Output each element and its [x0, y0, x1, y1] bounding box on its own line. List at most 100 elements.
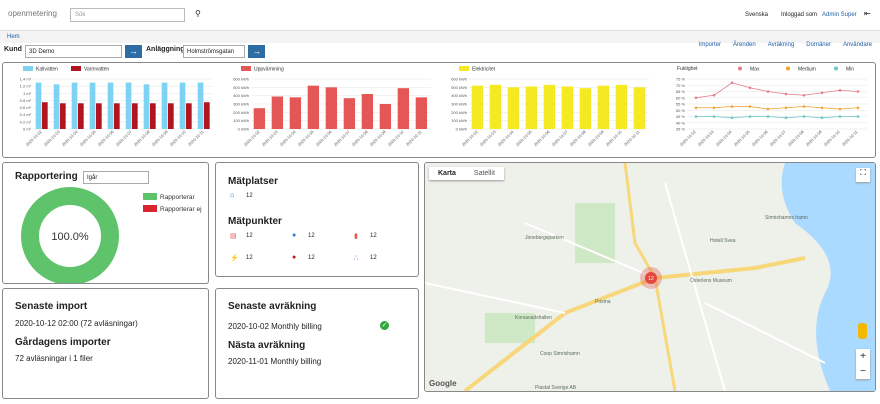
bar: [379, 104, 392, 129]
donut-chart: Rapporterar Rapporterar ej 100.0%: [21, 187, 202, 283]
pegman[interactable]: [858, 323, 867, 339]
menu-item[interactable]: Ärenden: [733, 42, 756, 48]
menu-item[interactable]: Importer: [698, 42, 722, 48]
point: [838, 88, 842, 92]
logo[interactable]: openmetering: [8, 9, 57, 18]
chart-title: Fuktighet: [677, 66, 698, 72]
breadcrumb[interactable]: Hem: [7, 34, 20, 40]
billing-latest: 2020-10-02 Monthly billing: [228, 322, 322, 331]
y-tick-label: 1.2 m³: [20, 84, 32, 89]
fullscreen[interactable]: ⛶: [856, 168, 870, 182]
map-marker[interactable]: [645, 272, 657, 284]
center-label: 100.0%: [51, 231, 89, 243]
bar: [107, 82, 114, 129]
menu: Importer Ärenden Avräkning Domäner Användare: [687, 33, 872, 51]
y-tick-label: 300 kWh: [233, 102, 249, 107]
legend-swatch: [786, 66, 790, 71]
search-box[interactable]: Sök: [70, 8, 185, 22]
map-canvas[interactable]: 12: [425, 163, 875, 391]
x-tick-label: 2020-10-04: [61, 129, 80, 148]
bar: [471, 85, 484, 129]
y-tick-label: 600 kWh: [451, 77, 467, 82]
y-tick-label: 0 kWh: [238, 127, 249, 132]
bar: [53, 84, 60, 129]
y-tick-label: 45 %: [676, 114, 686, 119]
x-tick-label: 2020-10-06: [315, 129, 334, 148]
x-tick-label: 2020-10-09: [369, 129, 388, 148]
facility-go[interactable]: →: [248, 45, 265, 58]
places-icon: ⌂: [230, 192, 235, 199]
point: [748, 86, 752, 90]
x-tick-label: 2020-10-11: [623, 129, 641, 147]
point-count: 12: [308, 233, 315, 239]
x-tick-label: 2020-10-08: [351, 129, 370, 148]
bar: [343, 98, 356, 129]
point-count: 12: [246, 255, 253, 261]
x-tick-label: 2020-10-03: [261, 129, 280, 148]
point: [766, 90, 770, 93]
point: [802, 115, 806, 118]
map[interactable]: 12 Karta Satellit ⛶ + − Google Jonebergsp…: [424, 162, 876, 392]
y-tick-label: 100 kWh: [451, 118, 467, 123]
menu-item[interactable]: Avräkning: [767, 42, 795, 48]
period-select[interactable]: Igår: [83, 171, 149, 184]
y-tick-label: 600 kWh: [233, 77, 249, 82]
bar: [96, 103, 102, 129]
customer-go[interactable]: →: [125, 45, 142, 58]
x-tick-label: 2020-10-06: [751, 129, 770, 148]
legend-label: Uppvärmning: [254, 67, 284, 73]
attribution: Google: [429, 379, 457, 388]
search-icon[interactable]: ⚲: [195, 9, 201, 18]
menu-item[interactable]: Användare: [842, 42, 872, 48]
y-tick-label: 100 kWh: [233, 118, 249, 123]
point: [712, 115, 716, 118]
bar: [271, 96, 284, 129]
legend-swatch: [23, 66, 33, 71]
point-icon: ▤: [230, 233, 237, 240]
x-tick-label: 2020-10-07: [115, 129, 134, 148]
logout-icon[interactable]: ⇤: [864, 9, 871, 18]
point: [694, 115, 698, 118]
menu-item[interactable]: Domäner: [806, 42, 831, 48]
places-count: 12: [246, 193, 253, 199]
x-tick-label: 2020-10-09: [587, 129, 606, 148]
language[interactable]: Svenska: [745, 12, 769, 18]
point: [820, 91, 824, 95]
y-tick-label: 400 kWh: [233, 93, 249, 98]
bar: [561, 86, 574, 129]
bar: [289, 97, 302, 129]
bar: [633, 87, 646, 129]
y-tick-label: 1 m³: [23, 91, 32, 96]
reporting-panel: Rapportering Igår Rapporterar Rapporterar…: [2, 162, 209, 284]
point: [694, 96, 698, 100]
x-tick-label: 2020-10-07: [769, 129, 788, 148]
y-tick-label: 0 m³: [23, 127, 32, 132]
zoom[interactable]: + −: [856, 349, 870, 379]
map-tab[interactable]: Karta: [438, 170, 456, 177]
bar: [186, 103, 192, 129]
customer-select[interactable]: 3D Demo: [25, 45, 122, 58]
x-tick-label: 2020-10-09: [805, 129, 824, 148]
y-tick-label: 200 kWh: [451, 110, 467, 115]
map-label: Korsavadshallen: [515, 315, 552, 321]
y-tick-label: 500 kWh: [233, 85, 249, 90]
map-label: Prisma: [595, 299, 611, 305]
road: [623, 163, 677, 391]
bar: [179, 82, 186, 129]
map-type: Karta Satellit: [429, 167, 504, 180]
measurement-panel: Mätplatser ⌂ 12 Mätpunkter ▤ 12 ● 12 ▮ 12 ⚡ 12 ●…: [215, 162, 419, 277]
places-title: Mätplatser: [228, 176, 279, 187]
user[interactable]: Admin Super: [822, 12, 857, 18]
bar: [114, 103, 120, 129]
nav-bar: Hem Importer Ärenden Avräkning Domäner Använ…: [0, 31, 880, 48]
legend-label: Max: [750, 67, 760, 73]
logged-in-label: Inloggad som: [781, 12, 818, 18]
y-tick-label: 35 %: [676, 127, 686, 132]
legend-label: Elektricitet: [472, 67, 496, 73]
facility-select[interactable]: Holmströmsgatan: [183, 45, 245, 58]
mini-chart: 0 kWh 100 kWh 200 kWh 300 kWh 400 kWh 500 kWh…: [233, 66, 431, 148]
map-tab[interactable]: Satellit: [473, 170, 495, 177]
map-label: Coop Simrishamn: [540, 351, 580, 357]
point-count: 12: [370, 233, 377, 239]
